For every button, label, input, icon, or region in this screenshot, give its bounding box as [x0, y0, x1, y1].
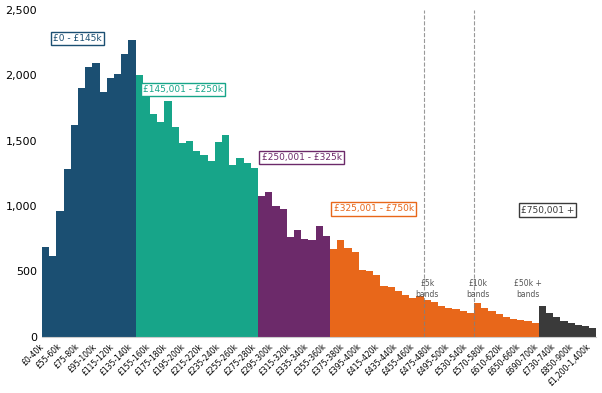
Bar	[280, 209, 287, 337]
Text: £0 - £145k: £0 - £145k	[53, 34, 102, 43]
Bar	[582, 327, 589, 337]
Bar	[287, 237, 294, 337]
Bar	[395, 291, 402, 337]
Bar	[301, 239, 308, 337]
Bar	[150, 114, 157, 337]
Bar	[575, 325, 582, 337]
Bar	[481, 308, 488, 337]
Bar	[78, 88, 85, 337]
Bar	[114, 74, 121, 337]
Bar	[553, 317, 560, 337]
Bar	[49, 256, 57, 337]
Bar	[215, 142, 222, 337]
Text: £750,001 +: £750,001 +	[521, 206, 574, 215]
Bar	[488, 311, 495, 337]
Bar	[380, 286, 388, 337]
Bar	[431, 302, 438, 337]
Bar	[164, 101, 172, 337]
Bar	[251, 168, 258, 337]
Bar	[510, 319, 517, 337]
Bar	[222, 135, 229, 337]
Bar	[93, 63, 100, 337]
Bar	[143, 95, 150, 337]
Bar	[135, 75, 143, 337]
Bar	[546, 313, 553, 337]
Bar	[560, 321, 568, 337]
Bar	[373, 275, 380, 337]
Text: £50k +
bands: £50k + bands	[514, 279, 542, 299]
Bar	[467, 313, 474, 337]
Bar	[453, 309, 460, 337]
Bar	[568, 323, 575, 337]
Bar	[344, 248, 352, 337]
Bar	[200, 155, 208, 337]
Bar	[402, 295, 409, 337]
Bar	[460, 311, 467, 337]
Text: £145,001 - £250k: £145,001 - £250k	[143, 85, 223, 94]
Bar	[265, 192, 273, 337]
Bar	[128, 40, 135, 337]
Bar	[409, 298, 417, 337]
Bar	[273, 206, 280, 337]
Bar	[237, 158, 244, 337]
Bar	[258, 196, 265, 337]
Bar	[85, 67, 93, 337]
Bar	[315, 226, 323, 337]
Bar	[308, 240, 315, 337]
Bar	[157, 122, 164, 337]
Bar	[229, 165, 237, 337]
Bar	[352, 252, 359, 337]
Text: £5k
bands: £5k bands	[415, 279, 439, 299]
Bar	[424, 300, 431, 337]
Bar	[42, 246, 49, 337]
Bar	[107, 78, 114, 337]
Bar	[445, 308, 453, 337]
Bar	[359, 270, 366, 337]
Bar	[186, 141, 193, 337]
Bar	[517, 320, 524, 337]
Text: £250,001 - £325k: £250,001 - £325k	[262, 153, 342, 162]
Bar	[100, 92, 107, 337]
Bar	[589, 328, 597, 337]
Bar	[539, 305, 546, 337]
Bar	[179, 143, 186, 337]
Bar	[503, 317, 510, 337]
Bar	[388, 287, 395, 337]
Bar	[330, 249, 337, 337]
Bar	[172, 127, 179, 337]
Bar	[121, 54, 128, 337]
Bar	[208, 162, 215, 337]
Text: £10k
bands: £10k bands	[466, 279, 489, 299]
Bar	[495, 314, 503, 337]
Text: £325,001 - £750k: £325,001 - £750k	[334, 204, 414, 213]
Bar	[71, 125, 78, 337]
Bar	[244, 163, 251, 337]
Bar	[524, 321, 532, 337]
Bar	[323, 236, 330, 337]
Bar	[337, 240, 344, 337]
Bar	[64, 169, 71, 337]
Bar	[366, 272, 373, 337]
Bar	[193, 151, 200, 337]
Bar	[532, 323, 539, 337]
Bar	[417, 296, 424, 337]
Bar	[57, 211, 64, 337]
Bar	[438, 305, 445, 337]
Bar	[474, 303, 481, 337]
Bar	[294, 230, 301, 337]
